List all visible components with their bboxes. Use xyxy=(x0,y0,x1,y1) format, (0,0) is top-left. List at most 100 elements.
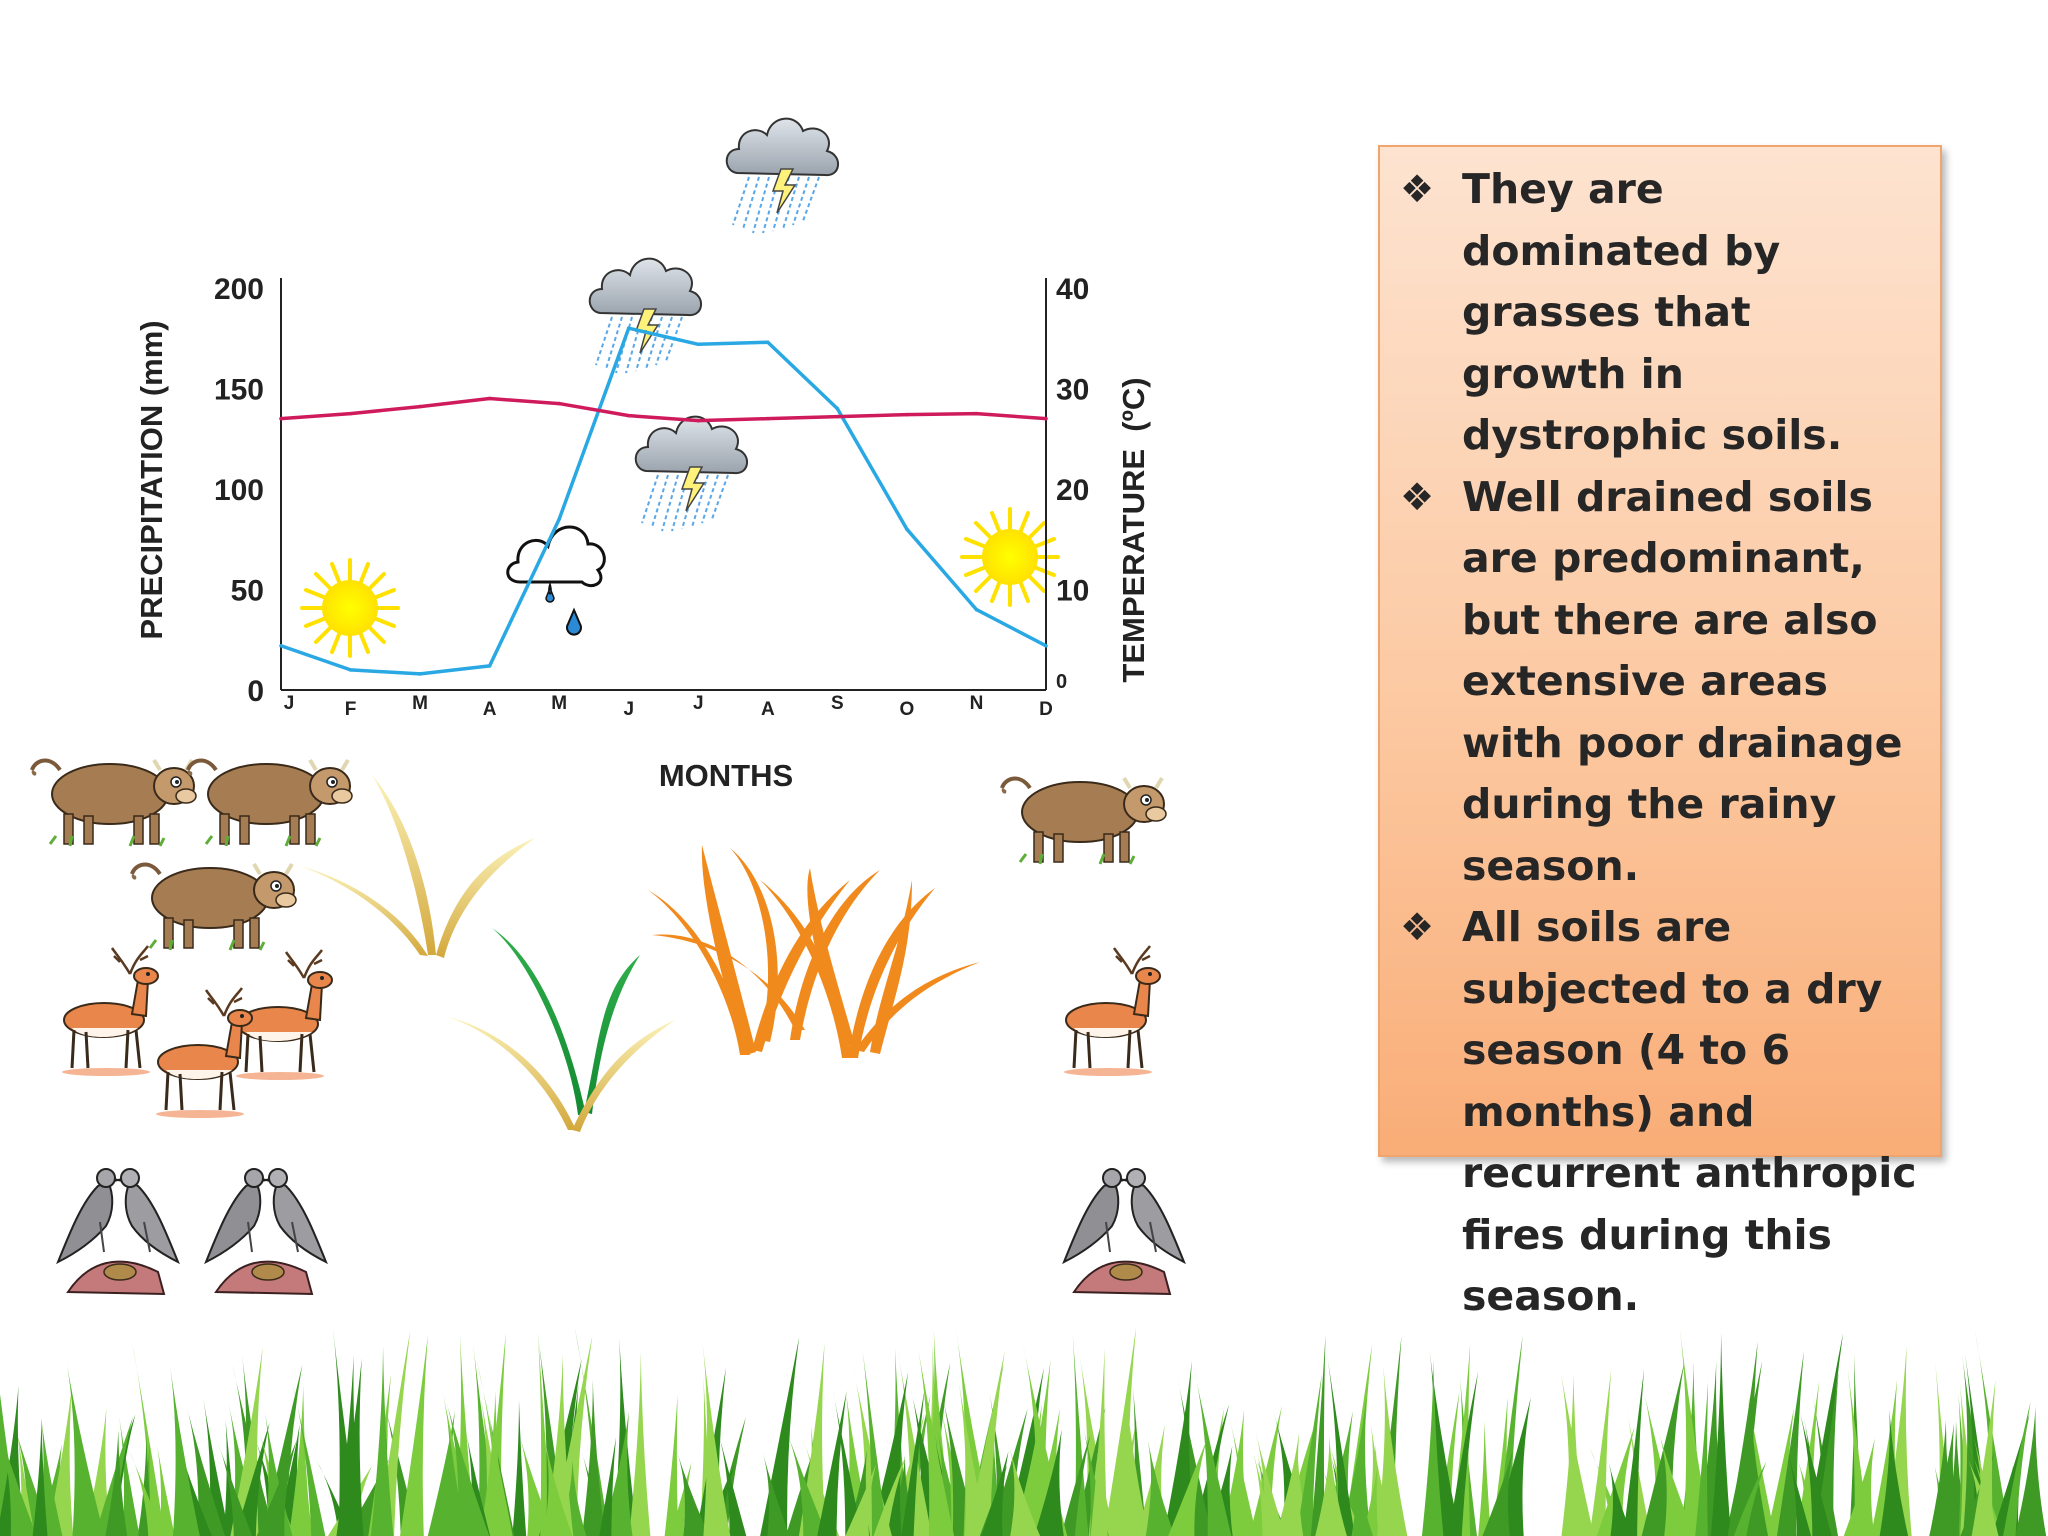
grass-blade xyxy=(1776,1350,1804,1536)
grass-blade xyxy=(256,1440,297,1536)
precipitation-point xyxy=(766,340,770,345)
grass-blade xyxy=(1145,1440,1175,1536)
grass-blade xyxy=(2003,1401,2031,1536)
grass-blade xyxy=(1695,1381,1709,1536)
grass-blade xyxy=(1193,1366,1232,1536)
grass-blade xyxy=(2015,1406,2047,1536)
x-tick-label: J xyxy=(623,699,634,720)
grass-blade xyxy=(599,1437,617,1536)
x-tick-label: F xyxy=(345,699,357,720)
grass-blade xyxy=(1623,1369,1645,1536)
y-axis-right-title: TEMPERATURE (ºC) xyxy=(1116,377,1151,682)
grass-blade xyxy=(664,1394,679,1536)
grass-blade xyxy=(1451,1343,1471,1536)
precipitation-point xyxy=(557,517,561,521)
x-axis-title: MONTHS xyxy=(659,758,793,793)
grass-blade xyxy=(1207,1445,1233,1536)
grass-blade xyxy=(1009,1447,1041,1536)
grass-blade xyxy=(785,1428,828,1536)
bullet-text: They are dominated by grasses that growt… xyxy=(1462,165,1843,459)
temperature-point xyxy=(974,411,979,416)
grass-blade xyxy=(1228,1412,1257,1536)
y-left-tick-label: 200 xyxy=(214,273,264,306)
sun-icon xyxy=(960,507,1060,607)
grass-blade xyxy=(760,1336,800,1536)
storm-cloud-icon xyxy=(725,117,840,234)
grass-blade xyxy=(717,1430,747,1536)
grass-sprout-icon xyxy=(648,845,980,1058)
grass-blade xyxy=(235,1422,270,1536)
grass-blade xyxy=(870,1372,909,1536)
grass-blade xyxy=(518,1432,555,1536)
cow-icon xyxy=(999,776,1168,866)
grass-blade xyxy=(1344,1344,1373,1536)
x-tick-label: N xyxy=(970,693,984,714)
dove-pair-icon xyxy=(205,1168,327,1295)
grass-blade xyxy=(1310,1334,1326,1536)
four-diamond-bullet-icon: ❖ xyxy=(1400,474,1435,519)
temperature-point xyxy=(766,416,770,421)
grass-blade xyxy=(845,1464,877,1536)
grass-blade xyxy=(702,1342,731,1536)
precipitation-point xyxy=(835,406,840,411)
precipitation-point xyxy=(696,342,701,347)
grass-blade xyxy=(676,1451,710,1536)
grass-blade xyxy=(629,1351,651,1536)
grass-blade xyxy=(1710,1332,1731,1536)
grass-blade xyxy=(915,1336,955,1536)
precipitation-point xyxy=(487,664,492,668)
grass-blade xyxy=(1362,1465,1379,1536)
dove-pair-icon xyxy=(57,1168,179,1295)
temperature-point xyxy=(696,418,701,423)
grass-blade xyxy=(0,1433,37,1536)
grass-strip xyxy=(0,1326,2047,1536)
grass-blade xyxy=(832,1390,863,1536)
grass-blade xyxy=(1060,1434,1091,1536)
x-tick-label: S xyxy=(831,693,844,714)
grass-blade xyxy=(472,1342,500,1536)
x-tick-label: D xyxy=(1039,699,1053,720)
grass-blade xyxy=(345,1458,390,1536)
grass-blade xyxy=(1251,1446,1275,1536)
grass-blade xyxy=(129,1450,164,1536)
grass-blade xyxy=(185,1402,226,1536)
chart-axes xyxy=(280,278,1047,691)
grass-blade xyxy=(1421,1358,1444,1536)
grass-blade xyxy=(1561,1373,1584,1536)
cloud-rain-drops-icon xyxy=(506,525,606,636)
grass-blade xyxy=(1814,1371,1839,1536)
grass-blade xyxy=(289,1384,312,1536)
grass-blade xyxy=(543,1440,573,1536)
cow-icon xyxy=(129,862,298,952)
grass-blade xyxy=(1959,1380,1979,1536)
x-tick-label: M xyxy=(412,693,428,714)
grass-blade xyxy=(981,1451,1009,1536)
grass-blade xyxy=(1843,1438,1875,1536)
temperature-point xyxy=(418,404,422,409)
grass-blade xyxy=(798,1343,826,1536)
grass-blade xyxy=(512,1399,527,1536)
deer-icon xyxy=(154,986,254,1120)
grass-blade xyxy=(602,1411,633,1536)
grass-blade xyxy=(1296,1374,1322,1536)
dove-pair-icon xyxy=(1063,1168,1185,1295)
grass-blade xyxy=(1796,1400,1832,1536)
storm-cloud-icon xyxy=(634,415,749,532)
grass-blade xyxy=(1478,1421,1491,1536)
y-left-tick-label: 150 xyxy=(214,374,264,407)
grass-blade xyxy=(1090,1347,1108,1536)
grass-blade xyxy=(860,1337,888,1536)
grass-blade xyxy=(817,1390,847,1536)
grass-blade xyxy=(1315,1434,1347,1536)
grass-blade xyxy=(1608,1462,1632,1536)
grass-blade xyxy=(1626,1408,1651,1536)
grass-blade xyxy=(1482,1450,1513,1536)
grass-blade xyxy=(1340,1396,1371,1536)
y-right-tick-label: 30 xyxy=(1056,374,1089,407)
deer-icon xyxy=(60,944,160,1078)
temperature-point xyxy=(1044,416,1048,421)
precipitation-point xyxy=(974,607,979,612)
bullet-list: ❖ They are dominated by grasses that gro… xyxy=(1400,159,1918,1328)
grass-blade xyxy=(1351,1465,1374,1536)
storm-cloud-icon xyxy=(588,257,703,374)
